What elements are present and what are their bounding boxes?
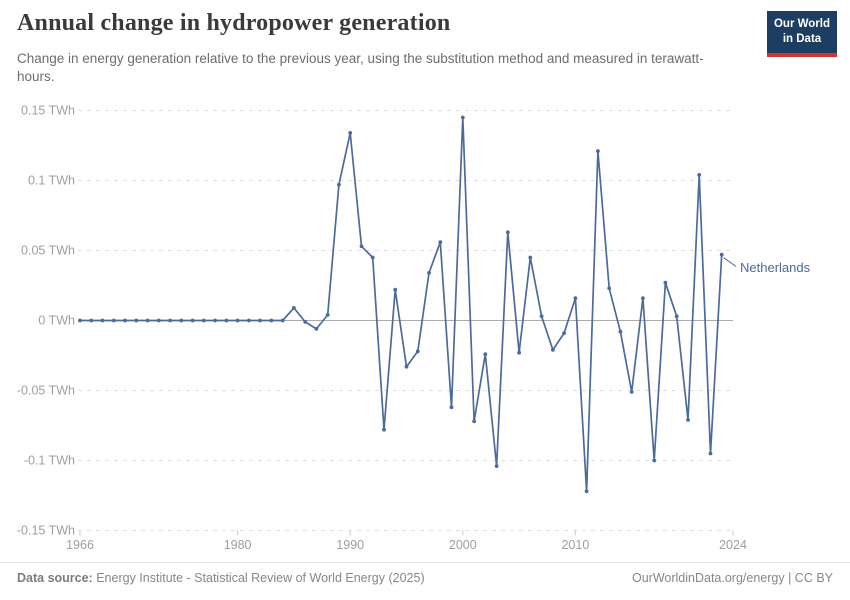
data-point[interactable] xyxy=(528,255,533,260)
y-axis-tick-label: -0.15 TWh xyxy=(17,524,75,538)
data-point[interactable] xyxy=(258,318,262,323)
data-point[interactable] xyxy=(179,318,184,323)
y-axis-tick-label: 0.05 TWh xyxy=(21,244,75,258)
x-axis-tick-label: 1980 xyxy=(224,538,252,552)
data-point[interactable] xyxy=(663,280,668,285)
data-point[interactable] xyxy=(325,313,330,317)
x-axis-tick-label: 2000 xyxy=(449,538,477,552)
data-point[interactable] xyxy=(292,306,296,310)
data-point[interactable] xyxy=(697,173,702,177)
data-point[interactable] xyxy=(156,318,161,323)
data-point[interactable] xyxy=(460,115,465,120)
data-point[interactable] xyxy=(280,318,285,323)
data-point[interactable] xyxy=(89,318,94,323)
data-point[interactable] xyxy=(111,318,116,323)
data-point[interactable] xyxy=(618,329,623,334)
data-point[interactable] xyxy=(213,318,218,323)
y-axis-tick-label: 0 TWh xyxy=(38,314,75,328)
y-axis-tick-label: 0.15 TWh xyxy=(21,104,75,118)
data-point[interactable] xyxy=(78,318,82,323)
data-source-label: Data source: xyxy=(17,571,93,585)
x-axis-tick-label: 2024 xyxy=(719,538,747,552)
data-point[interactable] xyxy=(427,271,431,275)
data-point[interactable] xyxy=(134,318,139,323)
data-point[interactable] xyxy=(708,451,713,456)
data-point[interactable] xyxy=(337,182,341,187)
page-title: Annual change in hydropower generation xyxy=(17,10,451,36)
data-point[interactable] xyxy=(247,318,251,323)
data-point[interactable] xyxy=(415,349,420,354)
data-point[interactable] xyxy=(472,419,476,424)
x-axis-tick-label: 1966 xyxy=(66,538,94,552)
data-point[interactable] xyxy=(607,286,612,291)
data-line-netherlands[interactable] xyxy=(79,116,723,493)
data-source-link[interactable]: Energy Institute - Statistical Review of… xyxy=(96,571,425,585)
data-point[interactable] xyxy=(652,458,657,463)
data-point[interactable] xyxy=(596,149,600,154)
y-axis-tick-label: -0.05 TWh xyxy=(17,384,75,398)
data-point[interactable] xyxy=(686,418,690,422)
owid-logo-line2: in Data xyxy=(782,32,822,45)
chart-footer: Data source: Energy Institute - Statisti… xyxy=(0,562,850,600)
owid-logo[interactable]: Our World in Data xyxy=(767,11,837,57)
data-point[interactable] xyxy=(404,364,409,369)
data-point[interactable] xyxy=(382,427,386,432)
data-point[interactable] xyxy=(517,350,521,355)
data-point[interactable] xyxy=(674,314,679,319)
data-point[interactable] xyxy=(269,318,274,323)
series-label-netherlands[interactable]: Netherlands xyxy=(740,260,811,275)
data-source-note: Data source: Energy Institute - Statisti… xyxy=(17,571,425,585)
line-chart-plot[interactable]: 0.15 TWh 0.1 TWh 0.05 TWh 0 TWh -0.05 TWh -0.… xyxy=(0,0,850,560)
data-point[interactable] xyxy=(483,352,488,356)
data-point[interactable] xyxy=(314,327,319,331)
y-axis-tick-label: -0.1 TWh xyxy=(24,454,75,468)
data-point[interactable] xyxy=(145,318,150,323)
data-point[interactable] xyxy=(505,230,510,235)
data-point[interactable] xyxy=(100,318,105,323)
data-point[interactable] xyxy=(201,318,206,323)
data-point[interactable] xyxy=(449,405,454,410)
y-axis-tick-label: 0.1 TWh xyxy=(28,174,75,188)
data-point[interactable] xyxy=(539,314,544,319)
data-point[interactable] xyxy=(235,318,240,323)
data-point[interactable] xyxy=(573,296,578,300)
data-point[interactable] xyxy=(438,240,443,245)
data-point[interactable] xyxy=(224,318,229,323)
chart-subtitle: Change in energy generation relative to … xyxy=(17,51,704,85)
data-point[interactable] xyxy=(348,131,353,135)
x-axis-tick-label: 1990 xyxy=(336,538,364,552)
data-point[interactable] xyxy=(562,331,566,335)
data-point[interactable] xyxy=(359,244,364,249)
data-point[interactable] xyxy=(168,318,173,323)
data-point[interactable] xyxy=(629,390,634,394)
data-point[interactable] xyxy=(719,252,724,257)
data-point[interactable] xyxy=(303,320,308,324)
owid-license-link[interactable]: OurWorldinData.org/energy | CC BY xyxy=(631,571,833,585)
owid-logo-line1: Our World xyxy=(773,18,830,30)
data-point[interactable] xyxy=(123,318,127,323)
data-point[interactable] xyxy=(551,348,555,352)
label-leader-line xyxy=(723,257,737,267)
data-point[interactable] xyxy=(190,318,195,323)
data-point[interactable] xyxy=(641,296,645,300)
data-point[interactable] xyxy=(393,287,398,292)
data-point[interactable] xyxy=(494,464,499,468)
x-axis-tick-label: 2010 xyxy=(561,538,589,552)
data-point[interactable] xyxy=(370,255,375,260)
data-point[interactable] xyxy=(584,489,589,494)
